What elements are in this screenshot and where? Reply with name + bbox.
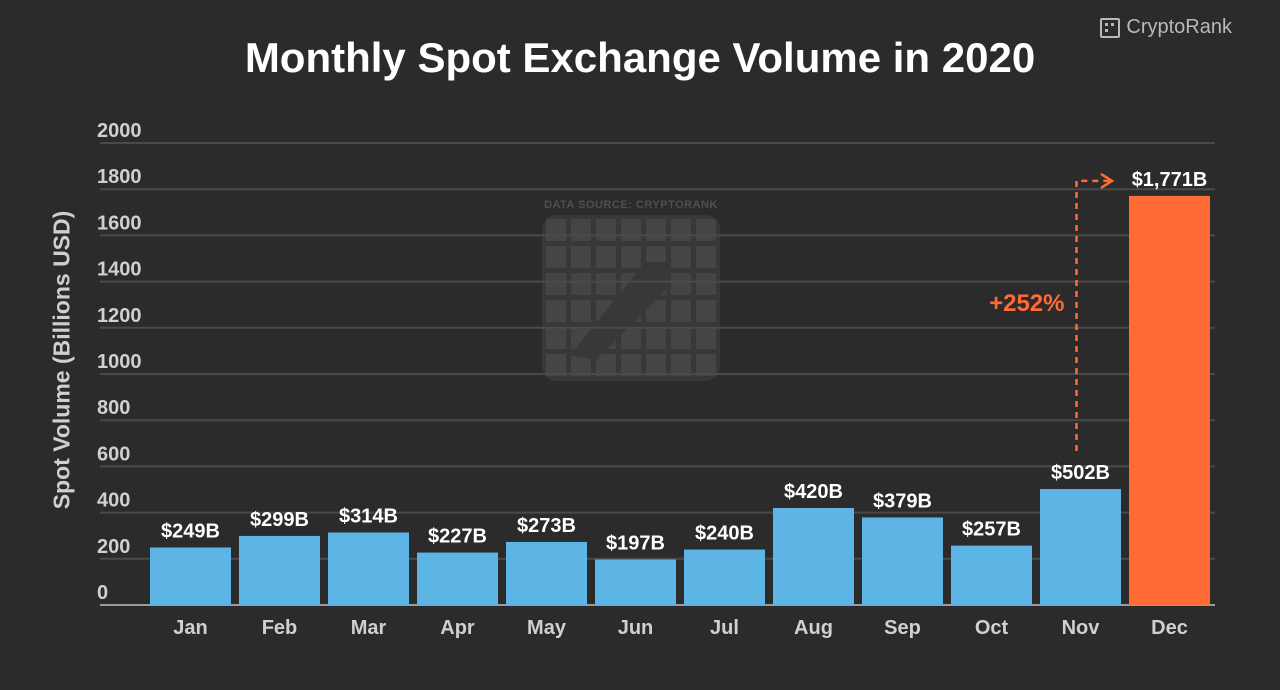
watermark-logo-cell xyxy=(546,219,566,241)
data-label: $502B xyxy=(1051,462,1110,484)
annotation-label: +252% xyxy=(989,290,1064,317)
watermark-text: DATA SOURCE: CRYPTORANK xyxy=(544,199,718,211)
x-tick-label: May xyxy=(527,617,567,639)
watermark-logo-cell xyxy=(546,354,566,376)
y-axis-ticks: 0 200 400 600 800 1000 1200 1400 1600 1800 2000 xyxy=(97,120,142,604)
x-tick-label: Mar xyxy=(351,617,387,639)
y-tick-label: 600 xyxy=(97,443,130,465)
annotation-arrow-line xyxy=(1075,179,1109,452)
cryptorank-logo-icon xyxy=(1100,17,1121,38)
data-label: $257B xyxy=(962,519,1021,541)
watermark-logo-cell xyxy=(571,300,591,322)
watermark: DATA SOURCE: CRYPTORANK xyxy=(542,199,720,381)
watermark-logo-cell xyxy=(621,219,641,241)
x-tick-label: Apr xyxy=(440,617,475,639)
x-tick-label: Nov xyxy=(1062,617,1101,639)
watermark-logo-cell xyxy=(671,273,691,295)
bars xyxy=(150,195,1210,606)
watermark-logo-cell xyxy=(621,354,641,376)
bar-jun xyxy=(595,559,676,605)
watermark-logo-cell xyxy=(571,219,591,241)
watermark-logo-cell xyxy=(571,273,591,295)
bar-may xyxy=(506,541,587,605)
x-tick-label: Sep xyxy=(884,617,921,639)
watermark-logo-cell xyxy=(621,327,641,349)
brand-logo: CryptoRank xyxy=(1100,16,1232,39)
x-tick-label: Aug xyxy=(794,617,833,639)
watermark-logo-cell xyxy=(696,354,716,376)
bar-nov xyxy=(1040,489,1121,605)
data-label: $197B xyxy=(606,532,665,554)
bar-oct xyxy=(951,545,1032,605)
data-label: $379B xyxy=(873,490,932,512)
watermark-logo-cell xyxy=(621,246,641,268)
x-tick-label: Oct xyxy=(975,617,1009,639)
data-label: $1,771B xyxy=(1132,169,1208,191)
watermark-logo-cell xyxy=(671,300,691,322)
data-label: $249B xyxy=(161,520,220,542)
data-labels: $249B $299B $314B $227B $273B $197B $240B $420B… xyxy=(161,169,1207,555)
y-tick-label: 0 xyxy=(97,582,108,604)
bar-jan xyxy=(150,547,231,605)
y-tick-label: 2000 xyxy=(97,120,142,142)
watermark-logo-cell xyxy=(596,246,616,268)
bar-jul xyxy=(684,549,765,605)
watermark-logo-cell xyxy=(596,354,616,376)
data-label: $314B xyxy=(339,505,398,527)
watermark-logo-cell xyxy=(646,219,666,241)
bar-aug xyxy=(773,507,854,605)
x-tick-label: Jan xyxy=(173,617,207,639)
watermark-logo-cell xyxy=(671,327,691,349)
watermark-logo-cell xyxy=(546,246,566,268)
watermark-logo-cell xyxy=(696,327,716,349)
watermark-logo-cell xyxy=(646,300,666,322)
watermark-logo-slash xyxy=(570,262,668,360)
watermark-logo-cell xyxy=(696,219,716,241)
data-label: $227B xyxy=(428,526,487,548)
x-tick-label: Jun xyxy=(618,617,654,639)
data-label: $240B xyxy=(695,523,754,545)
data-label: $420B xyxy=(784,481,843,503)
y-tick-label: 200 xyxy=(97,536,130,558)
watermark-logo-cell xyxy=(696,246,716,268)
y-tick-label: 400 xyxy=(97,490,130,512)
watermark-logo-cell xyxy=(546,300,566,322)
brand-name: CryptoRank xyxy=(1126,16,1232,38)
chart-title: Monthly Spot Exchange Volume in 2020 xyxy=(244,34,1036,81)
y-tick-label: 1400 xyxy=(97,259,142,281)
watermark-logo-cell xyxy=(571,354,591,376)
bar-sep xyxy=(862,517,943,605)
watermark-logo-cell xyxy=(596,219,616,241)
y-tick-label: 1000 xyxy=(97,351,142,373)
bar-dec xyxy=(1129,195,1210,606)
watermark-logo-icon xyxy=(542,215,720,381)
y-tick-label: 800 xyxy=(97,397,130,419)
x-tick-label: Feb xyxy=(262,617,298,639)
x-axis-ticks: Jan Feb Mar Apr May Jun Jul Aug Sep Oct Nov Dec xyxy=(173,617,1188,639)
growth-annotation: +252% xyxy=(989,172,1115,452)
watermark-logo-cell xyxy=(546,273,566,295)
watermark-logo-cell xyxy=(546,327,566,349)
y-tick-label: 1800 xyxy=(97,166,142,188)
watermark-logo-cell xyxy=(646,354,666,376)
data-label: $273B xyxy=(517,515,576,537)
data-label: $299B xyxy=(250,509,309,531)
bar-mar xyxy=(328,532,409,605)
watermark-logo-cell xyxy=(696,300,716,322)
bar-apr xyxy=(417,552,498,605)
watermark-logo-cell xyxy=(646,327,666,349)
watermark-logo-cell xyxy=(696,273,716,295)
annotation-arrowhead-icon xyxy=(1100,172,1115,189)
y-tick-label: 1600 xyxy=(97,212,142,234)
watermark-logo-cell xyxy=(671,219,691,241)
x-tick-label: Dec xyxy=(1151,617,1188,639)
y-tick-label: 1200 xyxy=(97,305,142,327)
bar-feb xyxy=(239,535,320,605)
watermark-logo-cell xyxy=(671,246,691,268)
watermark-logo-cell xyxy=(671,354,691,376)
watermark-logo-cell xyxy=(596,273,616,295)
watermark-logo-cell xyxy=(571,246,591,268)
x-tick-label: Jul xyxy=(710,617,739,639)
